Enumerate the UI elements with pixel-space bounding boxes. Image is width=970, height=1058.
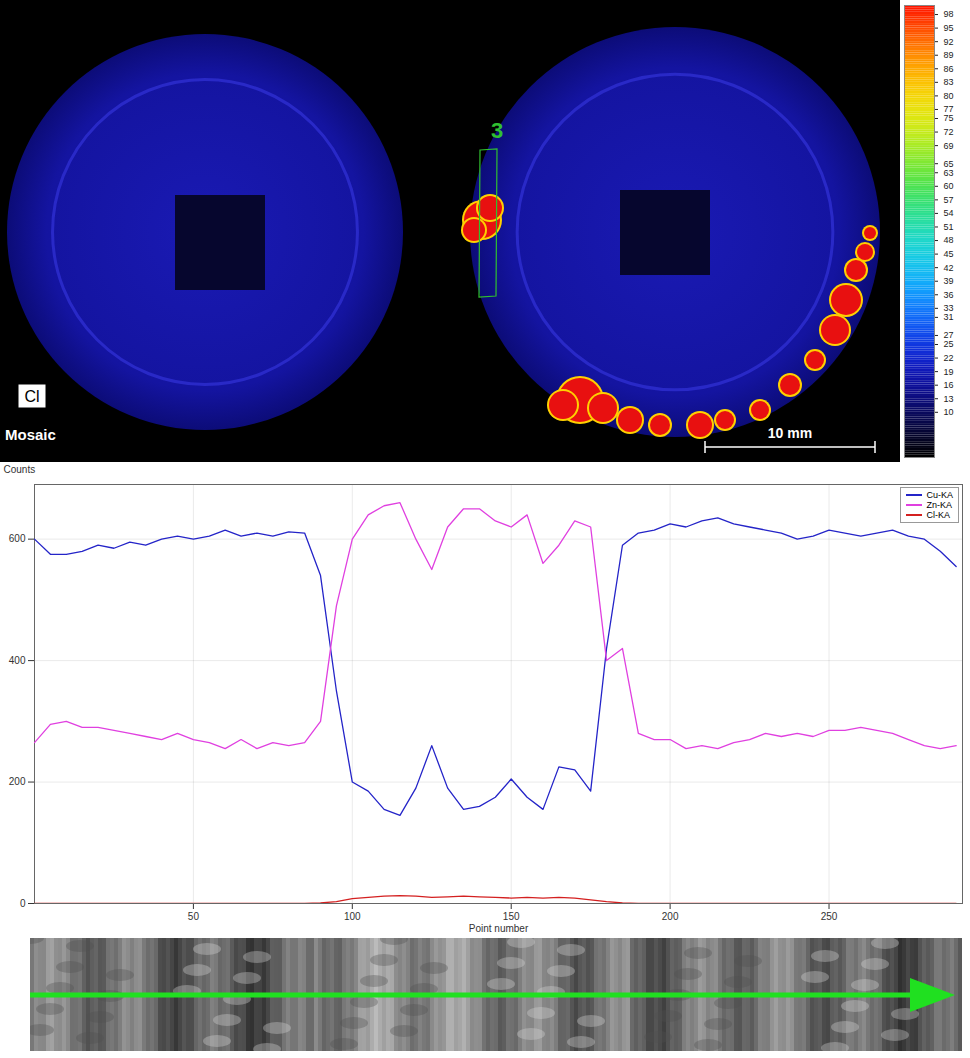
- svg-text:75: 75: [944, 113, 954, 123]
- svg-text:10 mm: 10 mm: [768, 425, 812, 441]
- svg-text:50: 50: [188, 911, 200, 922]
- svg-text:33: 33: [943, 303, 954, 314]
- svg-text:22: 22: [944, 353, 954, 363]
- svg-text:36: 36: [944, 290, 954, 300]
- svg-text:54: 54: [944, 208, 954, 218]
- html-text:Cu-KA: Cu-KA: [926, 490, 953, 500]
- svg-text:600: 600: [9, 533, 26, 544]
- svg-text:60: 60: [944, 181, 954, 191]
- svg-text:0: 0: [20, 898, 26, 909]
- svg-text:19: 19: [944, 367, 954, 377]
- svg-text:77: 77: [943, 104, 954, 115]
- svg-text:69: 69: [944, 141, 954, 151]
- svg-text:98: 98: [944, 9, 954, 19]
- svg-text:95: 95: [944, 23, 954, 33]
- svg-text:45: 45: [944, 249, 954, 259]
- svg-text:13: 13: [944, 394, 954, 404]
- svg-text:Point number: Point number: [469, 923, 529, 934]
- svg-text:89: 89: [944, 50, 954, 60]
- svg-text:80: 80: [944, 91, 954, 101]
- html-text:Cl-KA: Cl-KA: [926, 510, 950, 520]
- svg-text:100: 100: [344, 911, 361, 922]
- svg-text:48: 48: [944, 235, 954, 245]
- svg-text:200: 200: [9, 776, 26, 787]
- svg-text:200: 200: [662, 911, 679, 922]
- svg-text:86: 86: [944, 64, 954, 74]
- svg-text:Counts: Counts: [4, 464, 36, 475]
- svg-text:92: 92: [944, 37, 954, 47]
- svg-text:42: 42: [944, 263, 954, 273]
- svg-text:Mosaic: Mosaic: [5, 426, 56, 443]
- svg-text:Cl: Cl: [24, 388, 39, 405]
- svg-text:39: 39: [944, 276, 954, 286]
- svg-text:250: 250: [821, 911, 838, 922]
- svg-text:65: 65: [943, 158, 954, 169]
- svg-text:31: 31: [944, 312, 954, 322]
- svg-text:57: 57: [944, 195, 954, 205]
- svg-text:72: 72: [944, 127, 954, 137]
- svg-text:150: 150: [503, 911, 520, 922]
- svg-text:3: 3: [491, 118, 503, 143]
- svg-text:83: 83: [944, 77, 954, 87]
- svg-text:27: 27: [943, 330, 954, 341]
- svg-text:51: 51: [944, 222, 954, 232]
- svg-text:400: 400: [9, 655, 26, 666]
- html-text:Zn-KA: Zn-KA: [926, 500, 952, 510]
- svg-text:63: 63: [944, 168, 954, 178]
- svg-text:10: 10: [944, 407, 954, 417]
- svg-text:25: 25: [944, 339, 954, 349]
- svg-text:16: 16: [944, 380, 954, 390]
